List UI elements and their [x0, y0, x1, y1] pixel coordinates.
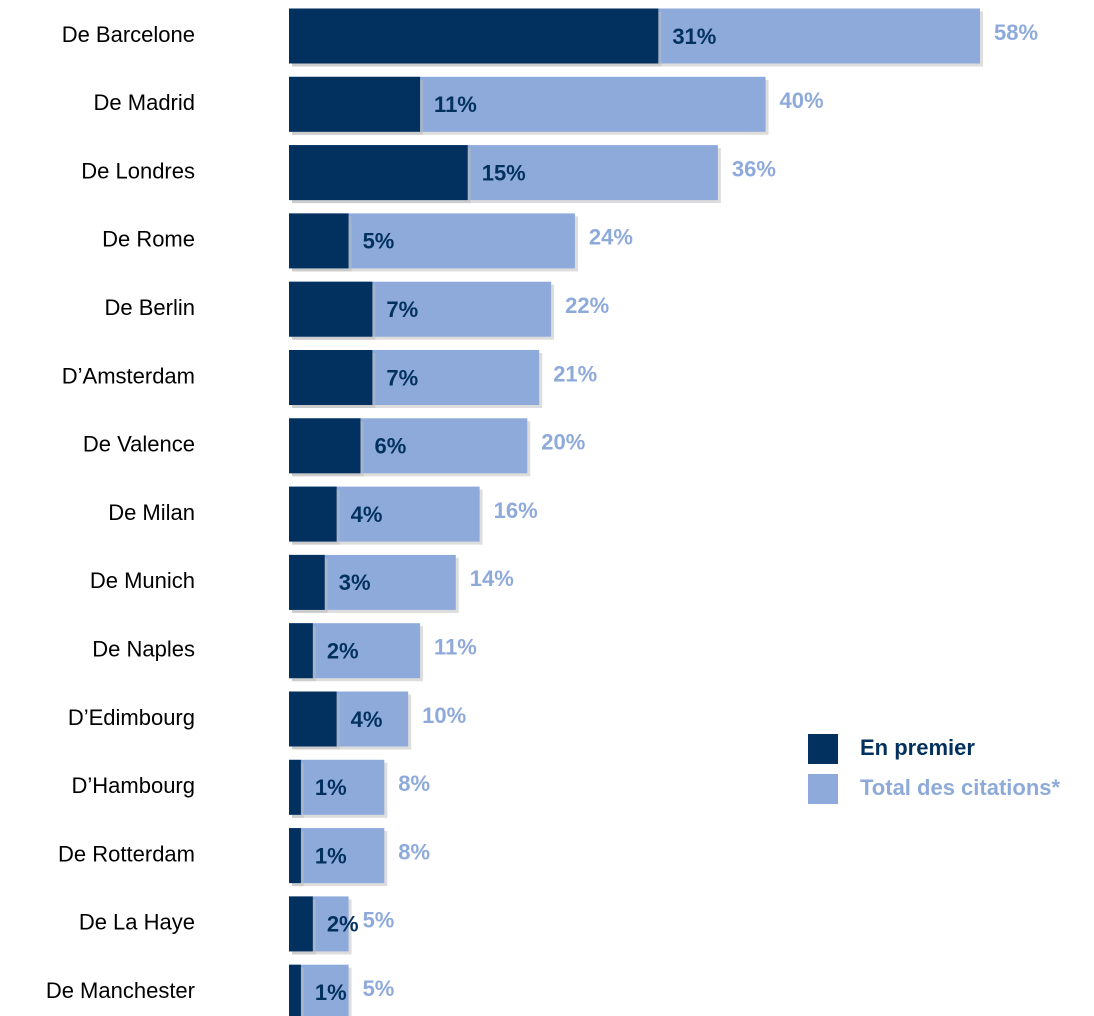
- value-label: 2%: [327, 639, 359, 664]
- value-label: 1%: [315, 980, 347, 1005]
- bar: [289, 418, 361, 474]
- bar: [289, 759, 385, 815]
- category-label: De Munich: [90, 568, 195, 593]
- value-label: 11%: [434, 635, 477, 660]
- value-label: 4%: [351, 707, 383, 732]
- value-label: 5%: [363, 908, 395, 933]
- category-label: De Rome: [102, 227, 195, 252]
- bar: [289, 350, 373, 405]
- category-label: De Londres: [81, 158, 195, 183]
- value-label: 11%: [434, 92, 477, 117]
- value-label: 8%: [398, 839, 430, 864]
- category-label: De Valence: [83, 432, 195, 457]
- bar: [289, 828, 301, 884]
- value-label: 5%: [363, 976, 395, 1001]
- value-label: 7%: [386, 297, 418, 322]
- value-label: 2%: [327, 912, 359, 937]
- value-label: 4%: [351, 502, 383, 527]
- bar: [289, 623, 313, 679]
- bar: [289, 896, 313, 952]
- value-label: 40%: [780, 88, 824, 113]
- value-label: 22%: [565, 293, 609, 318]
- value-label: 10%: [422, 703, 466, 728]
- value-label: 24%: [589, 225, 633, 250]
- value-label: 20%: [541, 430, 585, 455]
- value-label: 7%: [386, 365, 418, 390]
- value-label: 31%: [672, 24, 716, 49]
- legend-swatch: [808, 774, 838, 804]
- value-label: 8%: [398, 771, 430, 796]
- legend-label: Total des citations*: [860, 775, 1061, 800]
- bar: [289, 8, 659, 64]
- value-label: 14%: [470, 566, 514, 591]
- legend-label: En premier: [860, 735, 975, 760]
- bar: [289, 76, 421, 132]
- bar: [289, 213, 349, 269]
- value-label: 16%: [494, 498, 538, 523]
- bar: [289, 145, 468, 201]
- value-label: 1%: [315, 775, 347, 800]
- category-label: De Rotterdam: [58, 841, 195, 866]
- category-label: De Barcelone: [62, 22, 195, 47]
- category-label: De Naples: [92, 637, 195, 662]
- category-label: D’Hambourg: [72, 773, 196, 798]
- bar: [289, 554, 325, 610]
- value-label: 3%: [339, 570, 371, 595]
- value-label: 6%: [374, 434, 406, 459]
- bar: [289, 691, 337, 747]
- value-label: 5%: [363, 229, 395, 254]
- category-label: De La Haye: [79, 910, 195, 935]
- value-label: 21%: [553, 361, 597, 386]
- bar: [289, 281, 373, 337]
- bar: [289, 759, 301, 815]
- category-label: D’Edimbourg: [68, 705, 195, 730]
- bar: [289, 964, 301, 1016]
- value-label: 15%: [482, 160, 526, 185]
- bar: [289, 828, 385, 884]
- category-label: De Manchester: [46, 978, 195, 1003]
- category-label: De Madrid: [94, 90, 195, 115]
- category-label: De Milan: [108, 500, 195, 525]
- category-label: D’Amsterdam: [62, 363, 195, 388]
- value-label: 1%: [315, 843, 347, 868]
- value-label: 36%: [732, 156, 776, 181]
- bar: [289, 486, 337, 542]
- legend-swatch: [808, 734, 838, 764]
- category-label: De Berlin: [105, 295, 195, 320]
- value-label: 58%: [994, 20, 1038, 45]
